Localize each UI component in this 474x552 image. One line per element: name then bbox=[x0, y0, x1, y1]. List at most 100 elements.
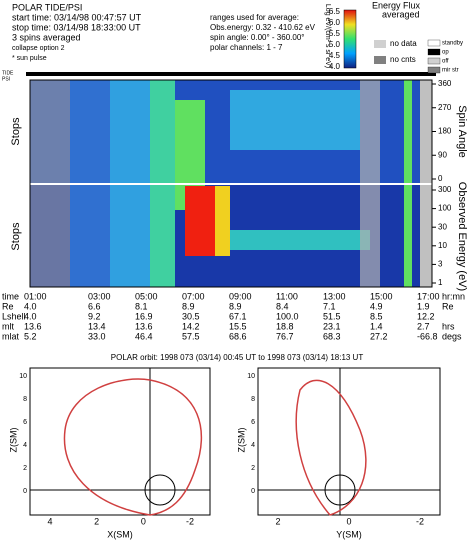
stops-label: Stops bbox=[10, 222, 22, 251]
y-tick-label: 100 bbox=[438, 204, 452, 213]
stops-label: Stops bbox=[10, 117, 22, 146]
colorbar-tick: 4.5 bbox=[329, 51, 341, 60]
legend-label: no cnts bbox=[390, 55, 416, 64]
legend-label: op bbox=[442, 50, 449, 56]
spectrogram bbox=[30, 80, 432, 287]
colorbar-tick: 6.5 bbox=[329, 7, 341, 16]
legend-label: no data bbox=[390, 39, 417, 48]
y-tick-label: 360 bbox=[438, 79, 452, 88]
table-cell: 67.1 bbox=[229, 311, 247, 321]
y-axis-label: Z(SM) bbox=[236, 428, 246, 453]
table-cell: 4.0 bbox=[24, 301, 37, 311]
colorbar-unit: Log eV/(cm² s sr eV) bbox=[324, 4, 331, 68]
legend-swatch bbox=[427, 48, 441, 56]
table-cell: 13:00 bbox=[323, 291, 346, 301]
range-line: ranges used for average: bbox=[210, 13, 299, 22]
legend-label: standby bbox=[442, 41, 463, 47]
y-tick-label: 10 bbox=[438, 241, 447, 250]
table-cell: 1.4 bbox=[370, 321, 383, 331]
table-cell: 15:00 bbox=[370, 291, 393, 301]
y-tick-label: 0 bbox=[438, 174, 443, 183]
legend-swatch bbox=[374, 56, 386, 64]
table-cell: 51.5 bbox=[323, 311, 341, 321]
table-cell: 46.4 bbox=[135, 331, 153, 341]
header-line: * sun pulse bbox=[12, 55, 47, 62]
y-tick-label: 1 bbox=[438, 278, 443, 287]
orbit-right bbox=[257, 367, 441, 516]
y-tick-label: 8 bbox=[251, 396, 255, 403]
y-tick-label: 10 bbox=[247, 373, 255, 380]
table-cell: 5.2 bbox=[24, 331, 37, 341]
y-tick-label: 8 bbox=[23, 396, 27, 403]
table-cell: 12.2 bbox=[417, 311, 435, 321]
header-line: POLAR TIDE/PSI bbox=[12, 2, 82, 12]
x-tick-label: 4 bbox=[47, 516, 52, 526]
y-tick-label: 6 bbox=[23, 419, 27, 426]
y-tick-label: 3 bbox=[438, 260, 443, 269]
table-cell: Re bbox=[442, 301, 454, 311]
x-axis-label: Y(SM) bbox=[336, 529, 362, 539]
table-cell: 4.9 bbox=[370, 301, 383, 311]
table-cell: 13.4 bbox=[88, 321, 106, 331]
colorbar bbox=[343, 9, 357, 69]
instrument-bar bbox=[26, 72, 436, 76]
colorbar-tick: 6.0 bbox=[329, 18, 341, 27]
colorbar-tick: 5.0 bbox=[329, 40, 341, 49]
colorbar-tick: 5.5 bbox=[329, 29, 341, 38]
table-cell: hr:mn bbox=[442, 291, 465, 301]
y-tick-label: 2 bbox=[251, 465, 255, 472]
legend-swatch bbox=[427, 39, 441, 47]
colorbar-subtitle: averaged bbox=[382, 9, 420, 19]
table-cell: 100.0 bbox=[276, 311, 299, 321]
table-cell: 1.9 bbox=[417, 301, 430, 311]
y-tick-label: 10 bbox=[19, 373, 27, 380]
table-cell: 09:00 bbox=[229, 291, 252, 301]
table-cell: 11:00 bbox=[276, 291, 298, 301]
table-cell: 03:00 bbox=[88, 291, 111, 301]
y-tick-label: 0 bbox=[251, 488, 255, 495]
legend-label: mir str bbox=[442, 68, 459, 74]
table-cell: 07:00 bbox=[182, 291, 205, 301]
header-line: start time: 03/14/98 00:47:57 UT bbox=[12, 12, 142, 22]
table-cell: 05:00 bbox=[135, 291, 158, 301]
table-cell: 16.9 bbox=[135, 311, 153, 321]
instrument-label: PSI bbox=[2, 76, 10, 82]
orbit-title: POLAR orbit: 1998 073 (03/14) 00:45 UT t… bbox=[111, 353, 364, 362]
y-tick-label: 30 bbox=[438, 222, 447, 231]
table-cell: 8.5 bbox=[370, 311, 383, 321]
y-axis-label: Z(SM) bbox=[8, 428, 18, 453]
table-cell: Re bbox=[2, 301, 14, 311]
table-cell: 27.2 bbox=[370, 331, 388, 341]
y-tick-label: 4 bbox=[23, 442, 27, 449]
table-cell: 76.7 bbox=[276, 331, 294, 341]
x-tick-label: 2 bbox=[275, 516, 280, 526]
y-tick-label: 300 bbox=[438, 185, 452, 194]
table-cell: 57.5 bbox=[182, 331, 200, 341]
range-line: spin angle: 0.00° - 360.00° bbox=[210, 33, 304, 42]
table-cell: 17:00 bbox=[417, 291, 440, 301]
table-cell: 9.2 bbox=[88, 311, 101, 321]
table-cell: -66.8 bbox=[417, 331, 438, 341]
y-tick-label: 90 bbox=[438, 150, 447, 159]
legend-swatch bbox=[427, 66, 441, 74]
instrument-label: TIDE bbox=[2, 70, 14, 76]
legend-label: off bbox=[442, 59, 449, 65]
y-tick-label: 180 bbox=[438, 127, 452, 136]
x-axis-label: X(SM) bbox=[107, 529, 133, 539]
table-cell: 33.0 bbox=[88, 331, 106, 341]
table-cell: 30.5 bbox=[182, 311, 200, 321]
range-line: Obs.energy: 0.32 - 410.62 eV bbox=[210, 23, 316, 32]
y-tick-label: 6 bbox=[251, 419, 255, 426]
header-line: 3 spins averaged bbox=[12, 32, 81, 42]
x-tick-label: 2 bbox=[94, 516, 99, 526]
table-cell: 13.6 bbox=[135, 321, 153, 331]
legend-swatch bbox=[427, 57, 441, 65]
x-tick-label: -2 bbox=[186, 516, 194, 526]
table-cell: 8.9 bbox=[182, 301, 195, 311]
x-tick-label: 0 bbox=[141, 516, 146, 526]
y-tick-label: 2 bbox=[23, 465, 27, 472]
header-line: collapse option 2 bbox=[12, 45, 65, 52]
y-tick-label: 270 bbox=[438, 103, 452, 112]
table-cell: hrs bbox=[442, 321, 455, 331]
